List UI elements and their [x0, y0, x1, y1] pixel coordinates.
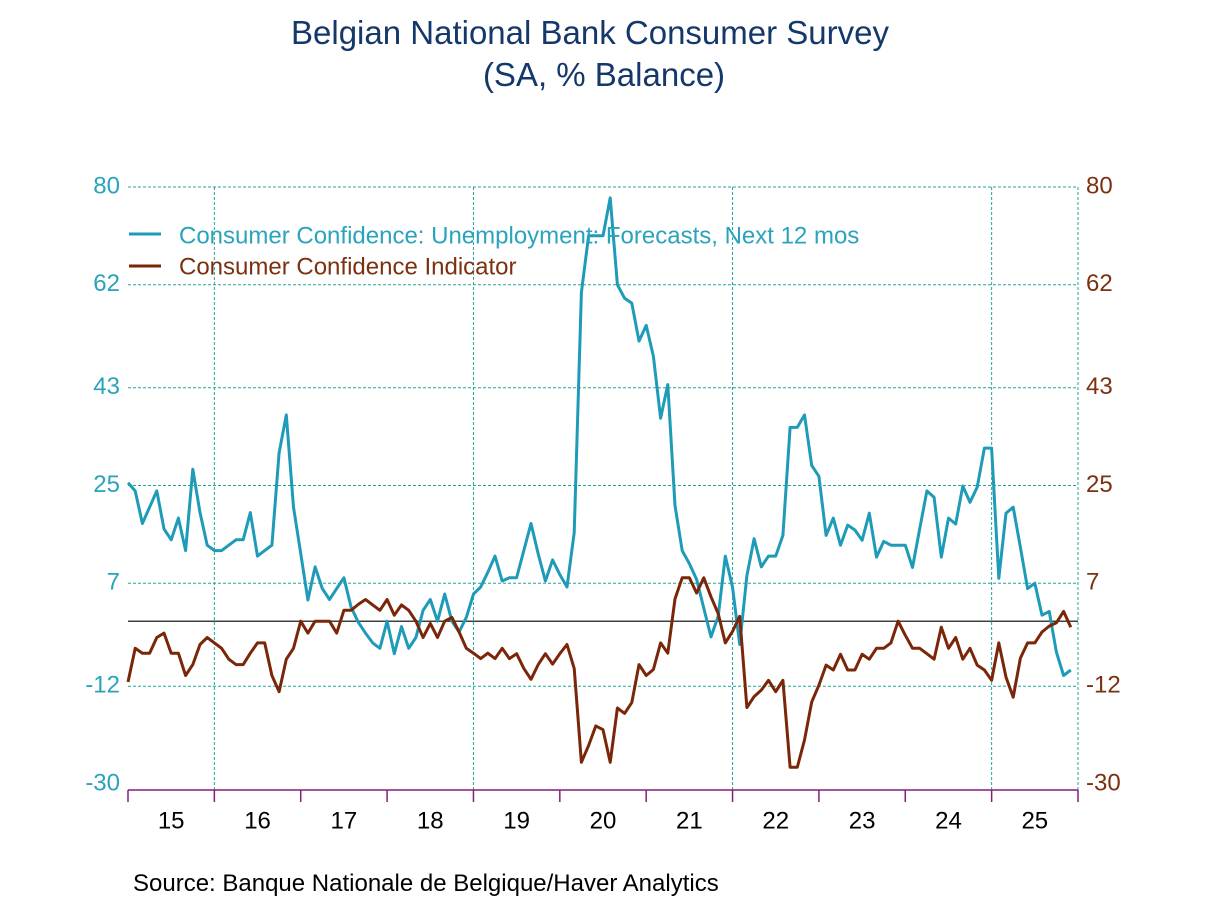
- x-tick-label: 23: [849, 807, 876, 834]
- y-left-tick-label: -12: [85, 672, 120, 699]
- y-right-tick-label: 7: [1086, 569, 1099, 596]
- grid: [128, 186, 1079, 790]
- series-line-consumer-confidence: [126, 576, 1073, 769]
- y-right-tick-label: -30: [1086, 769, 1121, 796]
- y-left-tick-label: -30: [85, 769, 120, 796]
- x-tick-label: 18: [417, 807, 444, 834]
- chart-subtitle: (SA, % Balance): [482, 56, 726, 93]
- y-right-tick-label: -12: [1086, 672, 1121, 699]
- y-right-tick-label: 62: [1086, 270, 1113, 297]
- x-tick-label: 21: [676, 807, 703, 834]
- x-tick-label: 24: [935, 807, 962, 834]
- x-tick-label: 22: [762, 807, 789, 834]
- legend: Consumer Confidence: Unemployment: Forec…: [129, 222, 859, 280]
- x-tick-label: 15: [158, 807, 185, 834]
- series-line-unemployment-forecasts: [126, 196, 1072, 677]
- y-left-tick-label: 62: [93, 270, 120, 297]
- y-right-tick-label: 25: [1086, 471, 1113, 498]
- axes: 80 62 43 25 7 -12 -30 80 62 43 25 7 -12 -30 15 16 17 18 19…: [85, 172, 1120, 834]
- series-lines: [126, 196, 1073, 769]
- x-tick-label: 16: [244, 807, 271, 834]
- y-left-tick-label: 7: [107, 569, 120, 596]
- y-right-tick-label: 43: [1086, 373, 1113, 400]
- x-tick-label: 20: [590, 807, 617, 834]
- y-left-tick-label: 25: [93, 471, 120, 498]
- x-tick-label: 25: [1021, 807, 1048, 834]
- source-note: Source: Banque Nationale de Belgique/Hav…: [133, 870, 719, 897]
- legend-label-confidence: Consumer Confidence Indicator: [179, 253, 517, 280]
- legend-label-unemployment: Consumer Confidence: Unemployment: Forec…: [179, 222, 859, 249]
- y-left-tick-label: 43: [93, 373, 120, 400]
- x-tick-label: 17: [331, 807, 358, 834]
- y-right-tick-label: 80: [1086, 172, 1113, 199]
- chart-title: Belgian National Bank Consumer Survey: [291, 14, 889, 51]
- y-left-tick-label: 80: [93, 172, 120, 199]
- x-tick-label: 19: [503, 807, 530, 834]
